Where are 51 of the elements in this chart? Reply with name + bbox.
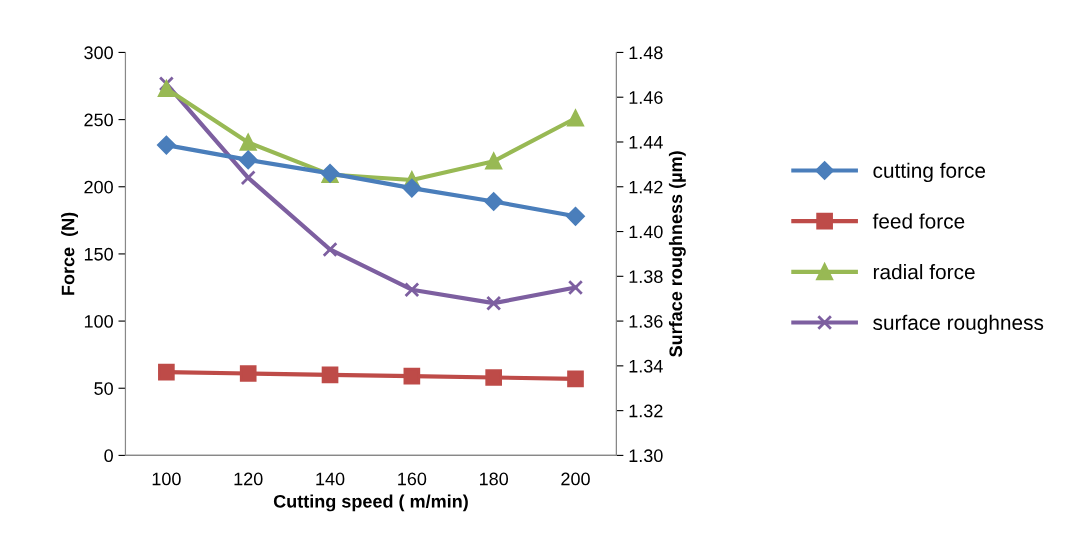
y-tick-label: 200 [84,180,113,194]
y2-tick-label: 1.38 [629,270,663,284]
x-tick-label: 140 [316,472,345,486]
x-tick-label: 180 [479,472,509,486]
legend-label: feed force [872,213,965,229]
y-tick-label: 150 [84,247,113,261]
point [404,282,420,298]
y-tick-label: 300 [84,46,113,60]
point [238,150,258,170]
y2-tick-label: 1.36 [629,315,663,328]
point [322,241,338,258]
x-tick-label: 160 [398,472,427,486]
x-tick-label: 100 [152,472,181,486]
y-tick-label: 0 [104,449,113,463]
x-tick-label: 200 [561,472,590,486]
point [158,80,175,98]
y2-tick-label: 1.46 [629,91,663,104]
y-tick-label: 100 [84,315,113,328]
y2-tick-label: 1.40 [629,225,663,239]
point [403,367,421,385]
point [321,366,339,384]
point [567,109,584,127]
point [567,370,584,388]
point [484,192,503,211]
point [239,365,257,382]
legend-label: surface roughness [873,314,1044,335]
y2-tick-label: 1.48 [629,46,663,60]
point [566,207,585,226]
point [158,76,175,92]
y2-tick-label: 1.34 [629,359,663,373]
y2-axis-title: Surface roughness (µm) [668,151,686,357]
legend-label: cutting force [873,162,986,183]
point [240,170,256,186]
y2-tick-label: 1.32 [629,404,663,418]
y-axis-title: Force (N) [61,212,78,295]
legend-label: radial force [873,264,975,280]
point [485,369,503,386]
y2-tick-label: 1.42 [629,180,663,194]
point [157,135,176,155]
y-tick-label: 250 [84,113,113,127]
y-tick-label: 50 [94,382,113,395]
point [158,363,175,381]
point [402,178,422,198]
point [486,295,502,311]
y2-tick-label: 1.44 [629,136,663,149]
point [567,279,584,296]
point [239,134,257,151]
point [485,152,503,170]
x-axis-title: Cutting speed ( m/min) [273,494,468,512]
x-tick-label: 120 [234,472,263,486]
y2-tick-label: 1.30 [629,449,663,463]
